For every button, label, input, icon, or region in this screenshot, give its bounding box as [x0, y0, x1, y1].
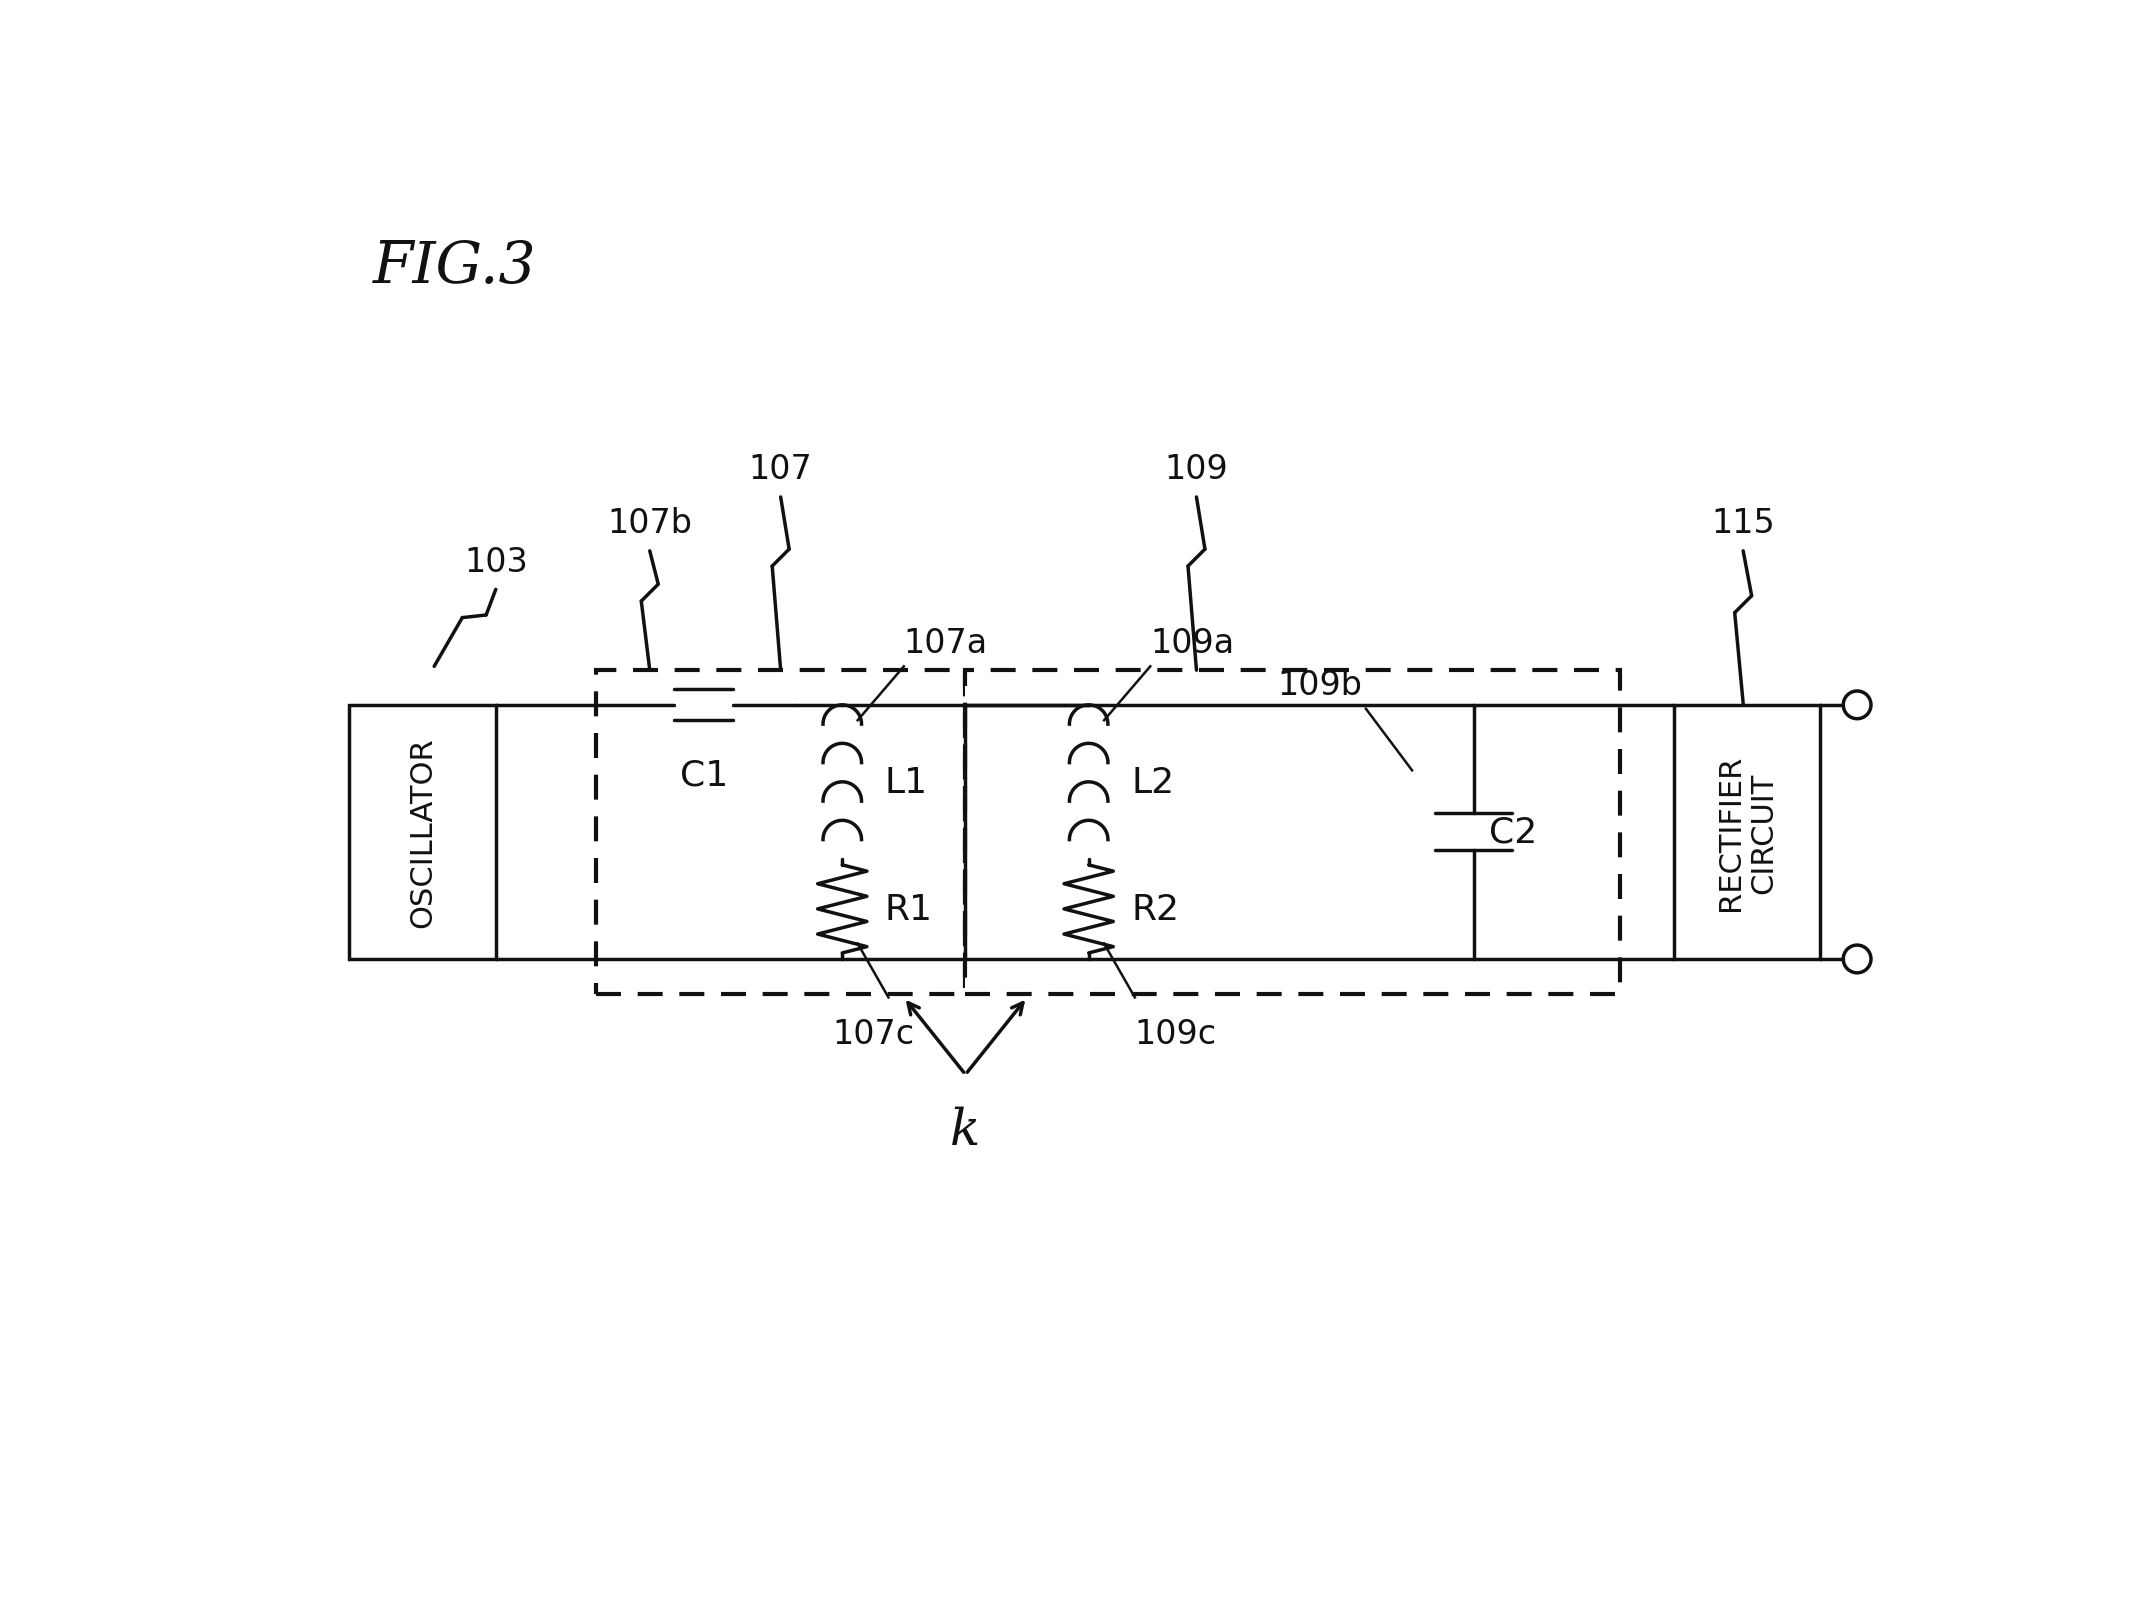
Text: 109a: 109a	[1150, 626, 1235, 659]
Text: L1: L1	[885, 765, 927, 799]
Text: k: k	[951, 1106, 981, 1156]
Text: L2: L2	[1130, 765, 1173, 799]
Text: R1: R1	[885, 893, 932, 926]
Bar	[1673, 705, 1821, 959]
Text: 103: 103	[464, 546, 528, 578]
Bar	[596, 671, 966, 994]
Text: FIG.3: FIG.3	[372, 239, 536, 295]
Text: C1: C1	[680, 757, 729, 791]
Text: 109c: 109c	[1135, 1017, 1216, 1051]
Text: 107c: 107c	[831, 1017, 915, 1051]
Text: 109b: 109b	[1278, 668, 1361, 702]
Bar	[350, 705, 496, 959]
Text: C2: C2	[1489, 815, 1537, 849]
Text: 107: 107	[748, 454, 812, 486]
Text: 107a: 107a	[904, 626, 987, 659]
Text: RECTIFIER
CIRCUIT: RECTIFIER CIRCUIT	[1716, 754, 1778, 910]
Text: 109: 109	[1165, 454, 1229, 486]
Text: OSCILLATOR: OSCILLATOR	[408, 738, 438, 928]
Text: 115: 115	[1712, 507, 1776, 541]
Text: R2: R2	[1130, 893, 1180, 926]
Bar	[966, 671, 1620, 994]
Text: 107b: 107b	[607, 507, 692, 541]
